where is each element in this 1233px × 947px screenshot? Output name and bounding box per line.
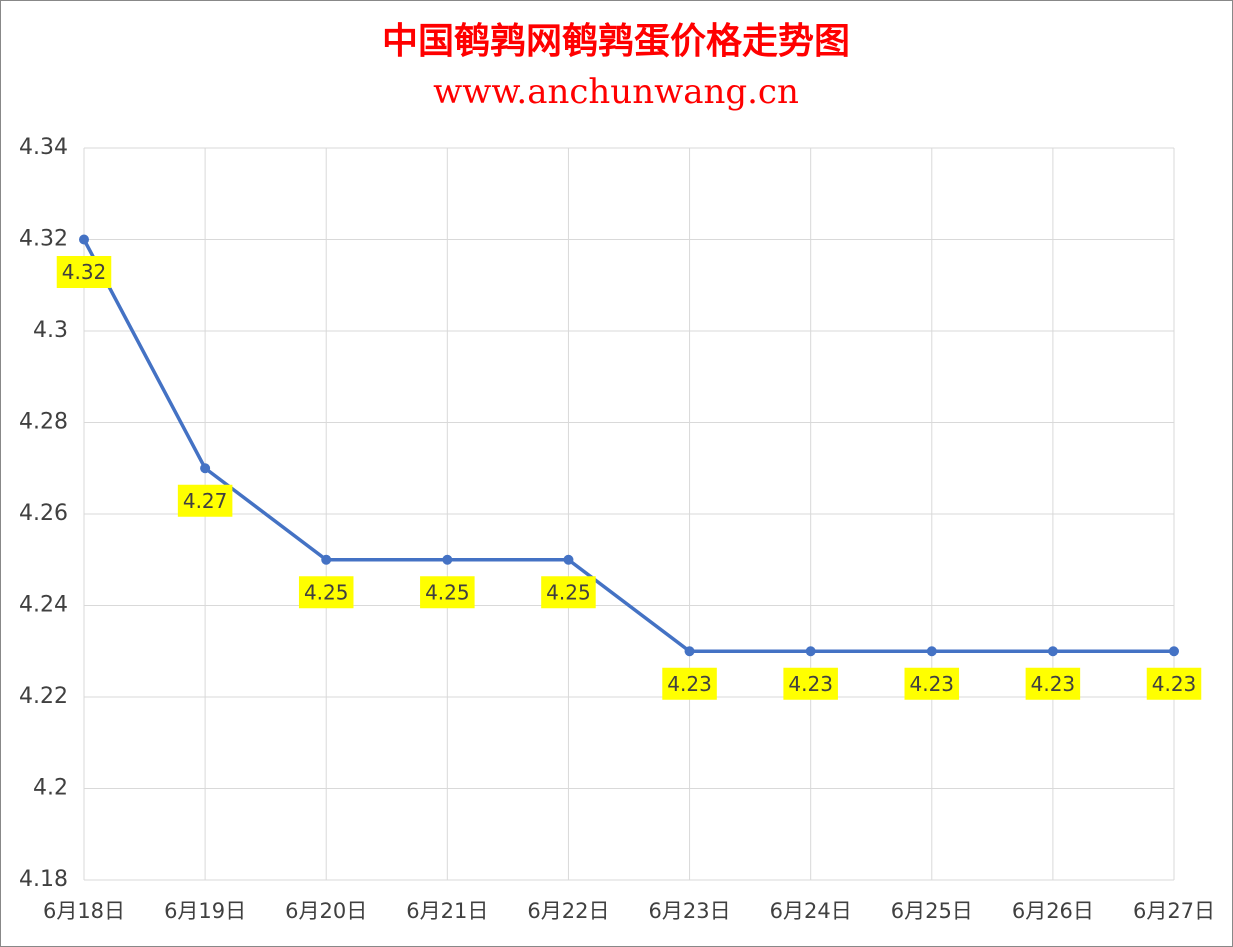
data-label: 4.27 <box>183 489 228 513</box>
data-point <box>1047 646 1058 657</box>
chart-subtitle: www.anchunwang.cn <box>433 72 799 112</box>
data-label-bg <box>904 667 960 700</box>
data-label-bg <box>298 576 354 609</box>
data-point <box>1169 646 1179 657</box>
data-label-group: 4.25 <box>541 576 596 609</box>
data-label: 4.23 <box>788 672 833 696</box>
x-tick-label: 6月25日 <box>891 899 973 923</box>
data-point <box>805 646 816 657</box>
data-point <box>563 554 574 565</box>
y-tick-label: 4.24 <box>19 593 68 618</box>
data-point <box>79 234 89 245</box>
data-label-group: 4.23 <box>904 667 960 700</box>
data-label-bg <box>1025 667 1081 700</box>
data-label-group: 4.23 <box>1146 667 1202 700</box>
data-label-bg <box>541 576 596 609</box>
data-point <box>200 463 211 474</box>
data-label-bg <box>177 484 233 517</box>
data-label: 4.23 <box>1152 672 1197 696</box>
data-label-bg <box>783 667 838 700</box>
y-tick-label: 4.26 <box>19 501 68 526</box>
x-tick-label: 6月18日 <box>43 899 125 923</box>
x-tick-label: 6月23日 <box>649 899 731 923</box>
data-point <box>684 646 695 657</box>
x-tick-label: 6月22日 <box>527 899 609 923</box>
data-label-group: 4.25 <box>298 576 354 609</box>
data-label: 4.23 <box>910 672 955 696</box>
x-tick-label: 6月26日 <box>1012 899 1094 923</box>
data-label-bg <box>1146 667 1202 700</box>
data-point <box>321 554 332 565</box>
x-tick-label: 6月24日 <box>770 899 852 923</box>
y-tick-label: 4.18 <box>19 867 68 892</box>
data-label-group: 4.27 <box>177 484 233 517</box>
data-point <box>926 646 937 657</box>
chart-title: 中国鹌鹑网鹌鹑蛋价格走势图 <box>382 20 850 62</box>
x-tick-label: 6月27日 <box>1133 899 1215 923</box>
data-label-bg <box>662 667 717 700</box>
y-tick-label: 4.2 <box>33 776 68 801</box>
data-label-group: 4.23 <box>662 667 717 700</box>
x-tick-label: 6月20日 <box>285 899 367 923</box>
y-tick-label: 4.34 <box>19 135 68 160</box>
x-tick-label: 6月21日 <box>406 899 488 923</box>
data-label: 4.32 <box>62 260 107 284</box>
data-label-group: 4.32 <box>56 256 112 288</box>
data-point <box>442 554 453 565</box>
data-label: 4.25 <box>425 580 470 604</box>
data-label: 4.23 <box>1031 672 1076 696</box>
data-label: 4.25 <box>304 580 349 604</box>
data-label-group: 4.23 <box>1025 667 1081 700</box>
data-label-bg <box>420 576 475 609</box>
data-label-group: 4.23 <box>783 667 838 700</box>
line-series <box>82 238 1174 653</box>
data-label-bg <box>56 256 112 288</box>
y-tick-label: 4.32 <box>19 227 68 252</box>
x-tick-label: 6月19日 <box>164 899 246 923</box>
data-label: 4.25 <box>546 580 591 604</box>
data-label: 4.23 <box>667 672 712 696</box>
y-tick-label: 4.28 <box>19 410 68 435</box>
data-label-group: 4.25 <box>420 576 475 609</box>
y-tick-label: 4.22 <box>19 684 68 709</box>
y-tick-label: 4.3 <box>33 318 68 343</box>
